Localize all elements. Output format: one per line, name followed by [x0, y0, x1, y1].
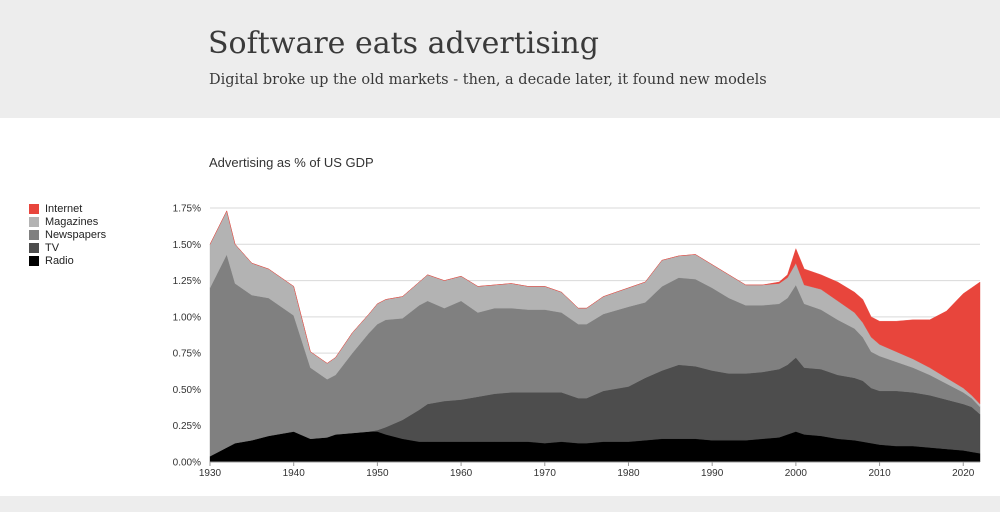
y-tick-label: 1.25% — [173, 276, 201, 287]
y-tick-label: 0.25% — [173, 421, 201, 432]
stacked-area-chart: 0.00% 0.25% 0.50% 0.75% 1.00% 1.25% 1.50% 1.75%… — [173, 204, 981, 479]
legend-label: Radio — [45, 254, 74, 267]
header-band: Software eats advertising Digital broke … — [0, 0, 1000, 118]
legend-swatch — [29, 216, 39, 227]
legend-label: Internet — [45, 202, 83, 215]
x-tick-label: 2020 — [952, 468, 975, 479]
x-tick-label: 1970 — [534, 468, 557, 479]
x-tick-label: 1940 — [283, 468, 306, 479]
legend-label: Newspapers — [45, 228, 107, 241]
legend-swatch — [29, 255, 39, 266]
legend-item-magazines: Magazines — [29, 215, 106, 228]
legend-label: Magazines — [45, 215, 99, 228]
legend-swatch — [29, 242, 39, 253]
x-tick-label: 1980 — [617, 468, 640, 479]
y-tick-label: 0.00% — [173, 458, 201, 469]
x-tick-label: 1930 — [199, 468, 222, 479]
x-tick-label: 1950 — [366, 468, 389, 479]
page-title: Software eats advertising — [208, 26, 599, 61]
legend-swatch — [29, 203, 39, 214]
legend-item-newspapers: Newspapers — [29, 228, 106, 241]
legend-label: TV — [45, 241, 60, 254]
chart-title: Advertising as % of US GDP — [209, 155, 374, 170]
page-subtitle: Digital broke up the old markets - then,… — [209, 72, 767, 88]
legend-item-tv: TV — [29, 241, 106, 254]
y-tick-label: 1.00% — [173, 312, 201, 323]
area-internet — [209, 210, 981, 405]
footer-band — [0, 496, 1000, 512]
legend-item-internet: Internet — [29, 202, 106, 215]
x-tick-label: 2010 — [868, 468, 891, 479]
x-tick-label: 1960 — [450, 468, 473, 479]
x-tick-label: 1990 — [701, 468, 724, 479]
legend-item-radio: Radio — [29, 254, 106, 267]
y-tick-label: 1.75% — [173, 204, 201, 215]
y-tick-label: 0.75% — [173, 349, 201, 360]
legend-swatch — [29, 229, 39, 240]
y-tick-label: 1.50% — [173, 240, 201, 251]
chart-legend: Internet Magazines Newspapers TV Radio — [29, 202, 106, 267]
x-tick-label: 2000 — [785, 468, 808, 479]
y-tick-label: 0.50% — [173, 385, 201, 396]
